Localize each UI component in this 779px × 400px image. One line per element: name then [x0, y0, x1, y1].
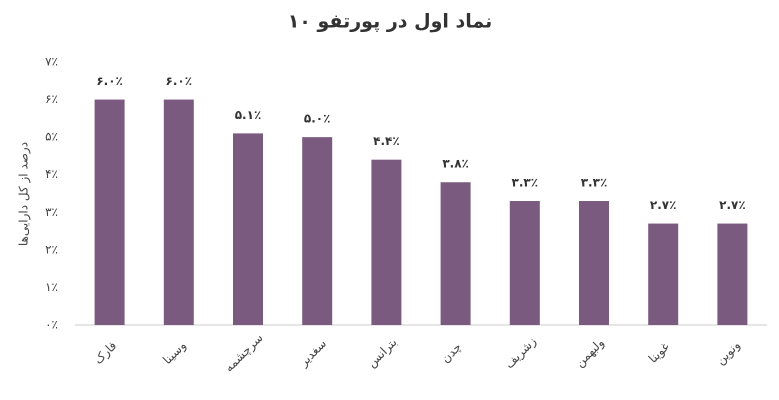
x-tick-label: وسینا	[160, 338, 190, 368]
y-tick-label: ۰٪	[45, 318, 58, 332]
y-tick-label: ۳٪	[45, 205, 58, 219]
x-tick-label: ونوین	[713, 338, 743, 368]
y-axis-label: درصد از کل دارایی‌ها	[17, 142, 32, 246]
value-label: ۵.۰٪	[304, 112, 331, 126]
bar	[94, 99, 125, 325]
x-tick-label: بترانس	[365, 335, 401, 371]
value-label: ۵.۱٪	[235, 108, 262, 122]
y-tick-label: ۶٪	[45, 92, 58, 106]
bar	[440, 182, 471, 325]
y-tick-label: ۲٪	[45, 242, 58, 256]
y-tick-label: ۱٪	[45, 280, 58, 294]
x-tick-label: زشریف	[502, 334, 540, 372]
x-tick-label: فارک	[91, 339, 120, 368]
value-label: ۳.۳٪	[512, 176, 539, 190]
bar	[233, 133, 263, 325]
y-tick-label: ۵٪	[45, 130, 58, 144]
value-label: ۲.۷٪	[719, 198, 746, 212]
x-tick-label: ولبهمن	[572, 335, 607, 370]
value-label: ۲.۷٪	[650, 198, 677, 212]
bar	[509, 201, 540, 325]
bar	[717, 223, 748, 325]
bar	[579, 201, 609, 325]
value-label: ۳.۳٪	[581, 176, 608, 190]
x-tick-label: چدن	[438, 340, 464, 366]
bar	[371, 159, 402, 325]
bar	[648, 223, 679, 325]
x-tick-label: غوینا	[646, 340, 673, 367]
value-label: ۴.۴٪	[373, 134, 400, 148]
y-tick-label: ۷٪	[45, 55, 58, 69]
x-tick-label: سرچشمه	[222, 331, 267, 376]
bar	[163, 99, 194, 325]
x-tick-label: سغدیر	[296, 336, 330, 370]
y-tick-label: ۴٪	[45, 167, 58, 181]
bar	[302, 137, 333, 325]
value-label: ۶.۰٪	[96, 74, 123, 88]
value-label: ۶.۰٪	[166, 74, 193, 88]
chart-title: ۱۰ نماد اول در پورتفو	[288, 11, 493, 33]
value-label: ۳.۸٪	[442, 157, 469, 171]
